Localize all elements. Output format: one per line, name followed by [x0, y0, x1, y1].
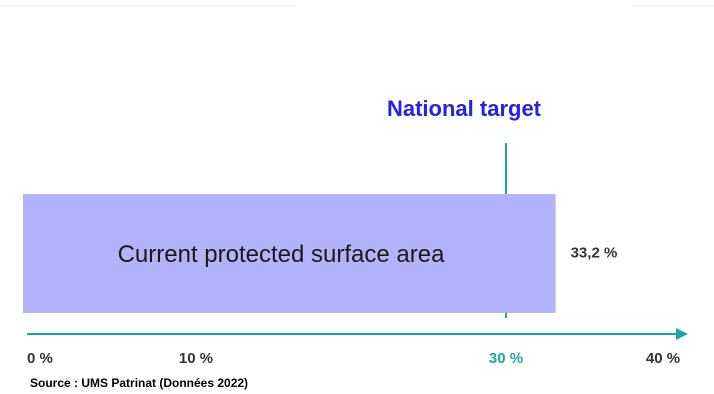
source-note: Source : UMS Patrinat (Données 2022)	[30, 376, 248, 390]
x-axis-ticks: 0 % 10 % 30 % 40 %	[27, 350, 680, 367]
x-tick-label: 0 %	[27, 350, 53, 367]
target-label: National target	[387, 96, 542, 121]
x-tick-label: 40 %	[646, 350, 680, 367]
x-axis-arrow-icon	[676, 328, 688, 340]
x-tick-label: 30 %	[489, 350, 523, 367]
x-tick-label: 10 %	[179, 350, 213, 367]
bar-current-protected-area	[23, 194, 556, 313]
bar-value-label: 33,2 %	[571, 244, 618, 261]
bar-category-label: Current protected surface area	[118, 241, 445, 268]
